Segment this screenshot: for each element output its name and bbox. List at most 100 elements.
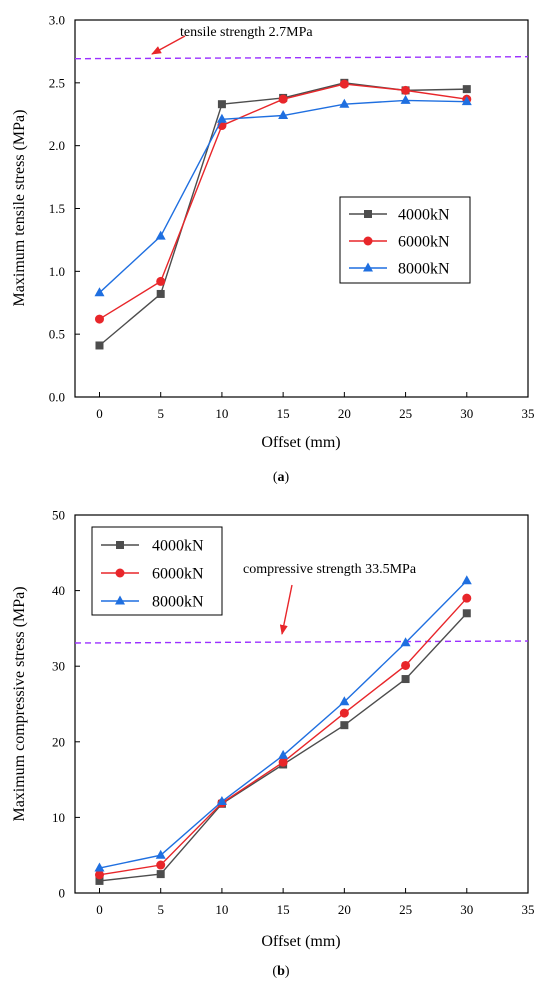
legend-marker	[363, 262, 373, 272]
y-tick-label: 20	[52, 734, 65, 749]
y-tick-label: 40	[52, 583, 65, 598]
x-tick-label: 10	[215, 902, 228, 917]
reference-annotation: compressive strength 33.5MPa	[243, 562, 417, 577]
y-tick-label: 0	[59, 886, 66, 901]
data-point-8000kN	[155, 230, 166, 240]
data-point-4000kN	[156, 870, 165, 879]
series-layer	[94, 575, 472, 885]
y-tick-label: 1.0	[49, 264, 65, 279]
legend-marker	[364, 210, 372, 218]
x-tick-label: 15	[277, 902, 290, 917]
data-point-8000kN	[94, 862, 105, 872]
data-point-6000kN	[401, 660, 411, 670]
data-point-4000kN	[95, 341, 104, 350]
data-point-4000kN	[401, 675, 410, 684]
x-tick-label: 20	[338, 902, 351, 917]
legend-marker	[116, 541, 124, 549]
tensile-strength-reference-line	[74, 56, 529, 60]
legend-label: 6000kN	[152, 566, 204, 583]
data-point-4000kN	[217, 100, 226, 109]
data-point-6000kN	[278, 94, 288, 104]
y-axis-ticks: 0.0 0.5 1.0 1.5 2.0 2.5 3.0	[49, 13, 80, 405]
data-point-8000kN	[216, 113, 227, 123]
data-point-4000kN	[156, 289, 165, 298]
legend-label: 4000kN	[152, 538, 204, 555]
data-point-4000kN	[462, 609, 471, 618]
legend-marker	[363, 236, 373, 246]
series-line-4000kN	[99, 612, 468, 882]
x-tick-label: 5	[157, 406, 164, 421]
y-tick-label: 0.0	[49, 390, 65, 405]
x-tick-label: 10	[215, 406, 228, 421]
panel-caption: (b)	[272, 964, 289, 979]
x-tick-label: 35	[522, 902, 535, 917]
data-point-6000kN	[94, 314, 104, 324]
data-point-6000kN	[462, 593, 472, 603]
x-tick-label: 5	[157, 902, 164, 917]
x-tick-label: 20	[338, 406, 351, 421]
x-axis-label: Offset (mm)	[261, 933, 340, 950]
data-point-8000kN	[216, 796, 227, 806]
reference-annotation: tensile strength 2.7MPa	[180, 25, 313, 40]
y-tick-label: 2.5	[49, 75, 65, 90]
data-point-8000kN	[400, 94, 411, 104]
legend-marker	[115, 595, 125, 605]
data-point-8000kN	[278, 110, 289, 120]
x-tick-label: 15	[277, 406, 290, 421]
data-point-8000kN	[155, 849, 166, 859]
plot-frame	[74, 514, 529, 894]
y-tick-label: 0.5	[49, 327, 65, 342]
x-axis-ticks: 0 5 10 15 20 25 30 35	[96, 888, 535, 917]
compressive-stress-chart: 0 5 10 15 20 25 30 35 0 10 20 30 40 50 Offset (mm) M…	[11, 508, 535, 980]
data-point-8000kN	[339, 98, 350, 108]
data-point-6000kN	[401, 85, 411, 95]
data-point-6000kN	[278, 757, 288, 767]
x-tick-label: 25	[399, 406, 412, 421]
data-point-8000kN	[461, 96, 472, 106]
y-tick-label: 10	[52, 810, 65, 825]
data-point-8000kN	[400, 637, 411, 647]
y-tick-label: 50	[52, 508, 65, 523]
data-point-8000kN	[461, 575, 472, 585]
data-point-6000kN	[339, 79, 349, 89]
legend-label: 6000kN	[398, 234, 450, 251]
legend-label: 4000kN	[398, 207, 450, 224]
legend-label: 8000kN	[398, 261, 450, 278]
x-tick-label: 30	[460, 902, 473, 917]
data-point-6000kN	[94, 870, 104, 880]
panel-caption: (a)	[273, 470, 290, 485]
y-tick-label: 1.5	[49, 201, 65, 216]
annotation-arrow	[151, 35, 186, 55]
legend-marker	[115, 568, 125, 578]
y-tick-label: 2.0	[49, 138, 65, 153]
y-tick-label: 3.0	[49, 13, 65, 28]
y-axis-ticks: 0 10 20 30 40 50	[52, 508, 80, 901]
series-line-6000kN	[99, 597, 468, 876]
y-axis-label: Maximum compressive stress (MPa)	[11, 586, 28, 821]
legend-label: 8000kN	[152, 594, 204, 611]
annotation-arrow	[279, 584, 293, 635]
data-point-8000kN	[94, 287, 105, 297]
data-point-6000kN	[339, 708, 349, 718]
y-axis-label: Maximum tensile stress (MPa)	[11, 110, 28, 307]
data-point-4000kN	[340, 721, 349, 730]
x-axis-label: Offset (mm)	[261, 434, 340, 451]
tensile-stress-chart: 0 5 10 15 20 25 30 35 0.0 0.5 1.0 1.5 2.0 2.5 3.0 Off…	[11, 13, 535, 486]
x-tick-label: 30	[460, 406, 473, 421]
x-tick-label: 25	[399, 902, 412, 917]
x-tick-label: 35	[522, 406, 535, 421]
series-layer	[94, 78, 472, 350]
compressive-strength-reference-line	[74, 640, 529, 644]
data-point-8000kN	[278, 749, 289, 759]
data-point-6000kN	[156, 276, 166, 286]
data-point-4000kN	[95, 876, 104, 885]
data-point-8000kN	[339, 696, 350, 706]
data-point-4000kN	[462, 85, 471, 94]
x-tick-label: 0	[96, 406, 103, 421]
legend: 4000kN 6000kN 8000kN	[339, 196, 471, 284]
y-tick-label: 30	[52, 659, 65, 674]
series-line-8000kN	[99, 580, 468, 869]
data-point-6000kN	[156, 860, 166, 870]
legend: 4000kN 6000kN 8000kN	[91, 526, 223, 616]
